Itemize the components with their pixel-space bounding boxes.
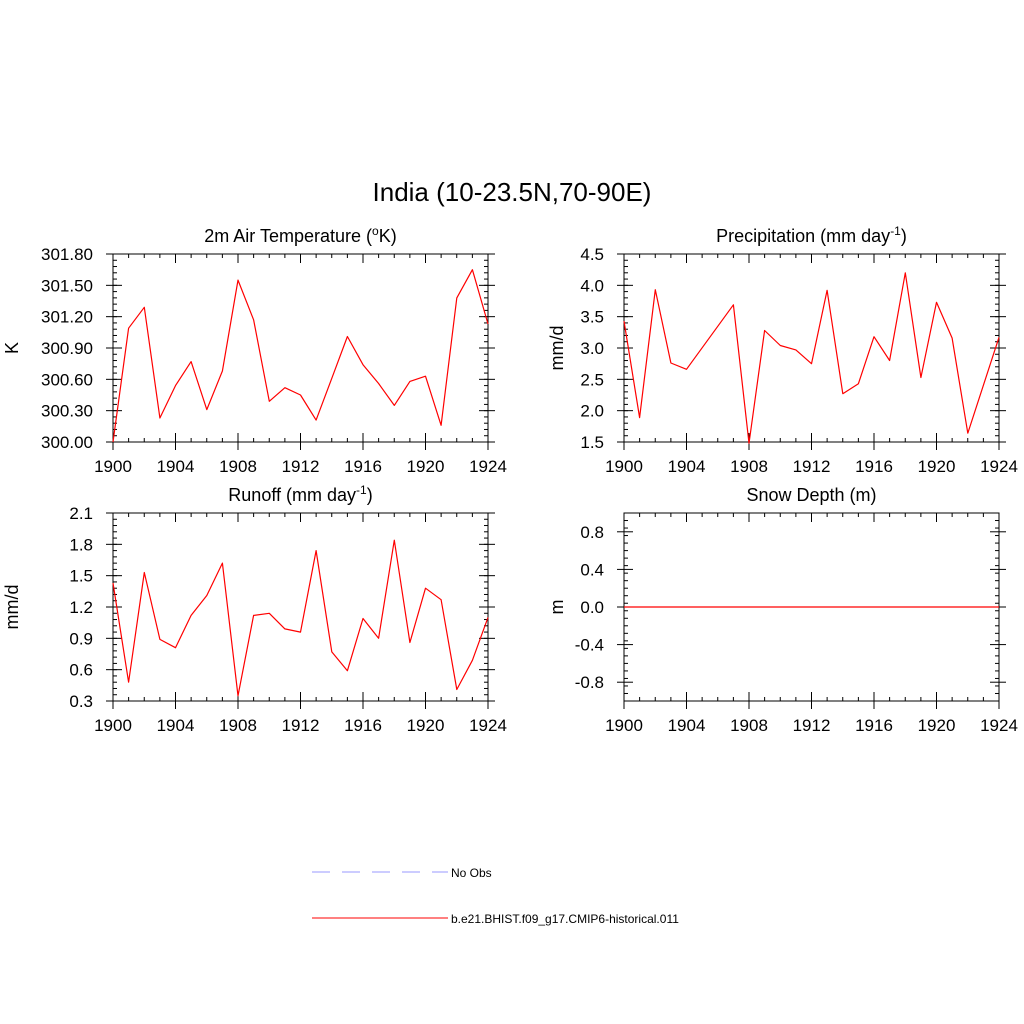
plot-frame xyxy=(112,253,489,443)
panel-title: Snow Depth (m) xyxy=(746,485,876,505)
x-tick-label: 1920 xyxy=(918,457,956,476)
x-tick-label: 1900 xyxy=(605,716,643,735)
x-tick-label: 1916 xyxy=(344,457,382,476)
x-tick-label: 1904 xyxy=(157,457,195,476)
x-tick-label: 1920 xyxy=(407,716,445,735)
y-tick-label: 3.5 xyxy=(580,308,604,327)
y-tick-label: 4.5 xyxy=(580,245,604,264)
series-line xyxy=(623,272,1000,444)
panel-title: Precipitation (mm day-1) xyxy=(716,224,907,246)
y-tick-label: 1.8 xyxy=(69,535,93,554)
panel-title: 2m Air Temperature (oK) xyxy=(204,224,396,246)
series-line xyxy=(112,539,489,697)
x-tick-label: 1924 xyxy=(980,716,1018,735)
plot-frame xyxy=(112,512,489,702)
y-tick-label: 3.0 xyxy=(580,339,604,358)
x-tick-label: 1924 xyxy=(469,457,507,476)
x-tick-label: 1904 xyxy=(668,716,706,735)
y-tick-label: 1.5 xyxy=(580,433,604,452)
y-tick-label: 300.00 xyxy=(41,433,93,452)
y-tick-label: 300.30 xyxy=(41,402,93,421)
legend-label: b.e21.BHIST.f09_g17.CMIP6-historical.011 xyxy=(451,912,679,926)
y-tick-label: 2.1 xyxy=(69,504,93,523)
y-axis-label: K xyxy=(2,342,22,354)
x-tick-label: 1904 xyxy=(157,716,195,735)
y-tick-label: 301.50 xyxy=(41,276,93,295)
y-tick-label: 0.6 xyxy=(69,661,93,680)
x-tick-label: 1908 xyxy=(730,716,768,735)
legend: No Obs b.e21.BHIST.f09_g17.CMIP6-historic… xyxy=(312,866,679,926)
panel-4: 1900 1904 1908 1912 1916 1920 1924 -0.8 -0.4 0.0 0… xyxy=(547,485,1018,735)
y-tick-label: 1.2 xyxy=(69,598,93,617)
x-tick-label: 1924 xyxy=(980,457,1018,476)
y-tick-label: 0.4 xyxy=(580,560,604,579)
y-axis-label: mm/d xyxy=(547,326,567,371)
legend-label: No Obs xyxy=(451,866,492,880)
x-tick-label: 1912 xyxy=(282,457,320,476)
x-tick-label: 1900 xyxy=(605,457,643,476)
x-tick-label: 1916 xyxy=(344,716,382,735)
x-tick-label: 1912 xyxy=(282,716,320,735)
y-tick-label: 301.80 xyxy=(41,245,93,264)
x-tick-label: 1904 xyxy=(668,457,706,476)
x-tick-label: 1908 xyxy=(219,457,257,476)
y-tick-label: 0.0 xyxy=(580,598,604,617)
panels: 1900 1904 1908 1912 1916 1920 1924 300.00 300.30… xyxy=(2,224,1018,735)
x-tick-label: 1908 xyxy=(219,716,257,735)
y-tick-label: 0.3 xyxy=(69,692,93,711)
y-tick-label: 0.8 xyxy=(580,523,604,542)
panel-3: 1900 1904 1908 1912 1916 1920 1924 0.3 0.6 0.9 1.2… xyxy=(2,483,507,735)
x-tick-label: 1900 xyxy=(94,457,132,476)
x-tick-label: 1924 xyxy=(469,716,507,735)
y-tick-label: -0.8 xyxy=(575,673,604,692)
x-tick-label: 1920 xyxy=(407,457,445,476)
y-tick-label: 2.5 xyxy=(580,370,604,389)
x-tick-label: 1908 xyxy=(730,457,768,476)
y-tick-label: 1.5 xyxy=(69,567,93,586)
x-tick-label: 1916 xyxy=(855,716,893,735)
x-tick-label: 1900 xyxy=(94,716,132,735)
y-tick-label: -0.4 xyxy=(575,636,604,655)
x-tick-label: 1920 xyxy=(918,716,956,735)
x-tick-label: 1912 xyxy=(793,716,831,735)
panel-2: 1900 1904 1908 1912 1916 1920 1924 1.5 2.0 2.5 3.0… xyxy=(547,224,1018,476)
panel-title: Runoff (mm day-1) xyxy=(228,483,372,505)
y-axis-label: mm/d xyxy=(2,585,22,630)
series-line xyxy=(112,269,489,443)
y-axis-label: m xyxy=(547,600,567,615)
y-tick-label: 301.20 xyxy=(41,308,93,327)
x-tick-label: 1912 xyxy=(793,457,831,476)
plot-frame xyxy=(623,253,1000,443)
x-tick-label: 1916 xyxy=(855,457,893,476)
y-tick-label: 300.90 xyxy=(41,339,93,358)
y-tick-label: 300.60 xyxy=(41,370,93,389)
y-tick-label: 4.0 xyxy=(580,276,604,295)
y-tick-label: 0.9 xyxy=(69,629,93,648)
panel-1: 1900 1904 1908 1912 1916 1920 1924 300.00 300.30… xyxy=(2,224,507,476)
y-tick-label: 2.0 xyxy=(580,402,604,421)
figure-title: India (10-23.5N,70-90E) xyxy=(373,177,652,207)
